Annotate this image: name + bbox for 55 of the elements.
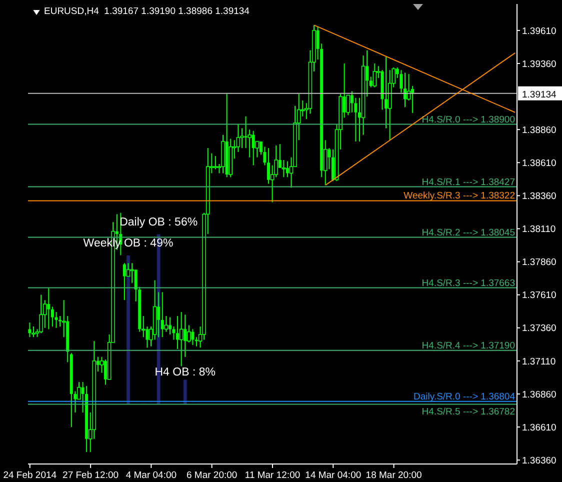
candlestick [384, 56, 388, 129]
candlestick [176, 315, 180, 350]
y-tick-label: 1.37110 [522, 356, 556, 368]
candlestick [328, 148, 331, 170]
ref-line-label: H4.S/R.4 ---> 1.37190 [422, 340, 515, 352]
ref-line-label: H4.S/R.1 ---> 1.38427 [422, 176, 515, 188]
y-tick-label: 1.37610 [522, 290, 556, 302]
ref-line-label: Daily.S/R.0 ---> 1.36804 [414, 391, 515, 402]
candlestick [282, 159, 286, 178]
candlestick [252, 130, 255, 166]
candlestick [286, 160, 289, 178]
candlestick [122, 262, 126, 301]
ref-line-label: 1.39134 [522, 89, 556, 100]
candlestick [214, 156, 218, 170]
y-tick-label: 1.39360 [522, 58, 556, 70]
candlestick [47, 288, 50, 330]
candlestick [194, 336, 198, 347]
candlestick [50, 306, 54, 328]
candlestick [191, 328, 194, 346]
x-tick-label: 4 Mar 04:00 [126, 470, 177, 481]
candlestick [179, 311, 184, 367]
ref-line-label: H4.S/R.2 ---> 1.38045 [422, 227, 515, 238]
y-tick-label: 1.37360 [522, 323, 556, 334]
y-tick-label: 1.38610 [522, 158, 556, 169]
candlestick [168, 316, 172, 335]
chart-title: EURUSD,H4 1.39167 1.39190 1.38986 1.39134 [44, 6, 250, 18]
candlestick [267, 148, 270, 184]
candlestick [28, 322, 32, 338]
candlestick [403, 72, 406, 108]
candlestick [244, 116, 248, 149]
candlestick [400, 70, 403, 94]
candlestick [372, 62, 377, 88]
candlestick [39, 294, 43, 334]
data-label: H4 OB : 8% [154, 366, 216, 379]
y-tick-label: 1.38360 [522, 191, 556, 202]
y-tick-label: 1.38110 [522, 224, 556, 236]
ref-line-label: H4.S/R.3 ---> 1.37663 [422, 278, 515, 289]
ref-line-label: H4.S/R.5 ---> 1.36782 [422, 406, 515, 418]
y-tick-label: 1.38860 [522, 124, 556, 136]
x-tick-label: 11 Mar 12:00 [244, 470, 300, 481]
x-tick-label: 6 Mar 20:00 [186, 470, 238, 481]
candlestick [157, 292, 160, 338]
x-tick-label: 24 Feb 2014 [3, 470, 57, 481]
x-tick-label: 27 Feb 12:00 [62, 470, 119, 481]
candlestick [32, 326, 36, 338]
ref-line-label: H4.S/R.0 ---> 1.38900 [422, 114, 515, 126]
y-tick-label: 1.39610 [522, 26, 556, 37]
x-tick-label: 18 Mar 20:00 [366, 470, 422, 481]
y-tick-label: 1.37860 [522, 257, 556, 268]
ref-line-label: Weekly.S/R.3 ---> 1.38322 [404, 190, 515, 202]
x-tick-label: 14 Mar 04:00 [305, 470, 362, 481]
y-tick-label: 1.36860 [522, 389, 556, 400]
candlestick [160, 292, 164, 338]
y-tick-label: 1.36360 [522, 455, 556, 466]
y-tick-label: 1.36610 [522, 422, 556, 434]
